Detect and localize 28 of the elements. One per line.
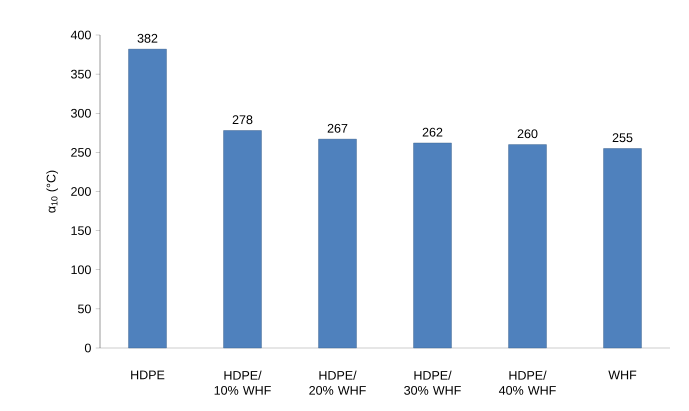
data-label: 262 xyxy=(422,128,442,137)
y-tick-label: 150 xyxy=(71,226,91,236)
bar xyxy=(413,142,452,348)
x-tick-label: HDPE/ 20% WHF xyxy=(309,370,366,395)
y-tick-label: 300 xyxy=(70,108,91,118)
data-label: 278 xyxy=(232,115,252,124)
x-tick-label: HDPE/ 40% WHF xyxy=(498,370,556,395)
bar xyxy=(128,48,167,348)
y-tick-label: 0 xyxy=(84,344,91,352)
data-label: 382 xyxy=(138,34,158,43)
y-tick-label: 350 xyxy=(70,70,91,79)
x-tick-label: HDPE/ 30% WHF xyxy=(404,370,461,395)
y-tick-label: 250 xyxy=(71,148,91,157)
bar xyxy=(223,130,262,348)
data-label: 267 xyxy=(328,124,348,133)
x-tick-label: HDPE/ 10% WHF xyxy=(214,370,271,395)
bar xyxy=(318,138,357,348)
x-tick-label: HDPE xyxy=(131,370,164,380)
data-label: 255 xyxy=(612,133,632,142)
y-tick-label: 200 xyxy=(71,187,91,196)
bar xyxy=(508,144,547,348)
y-tick-label: 100 xyxy=(71,265,91,274)
y-axis-title: α$_{10}$ (°C) xyxy=(46,170,58,213)
x-tick-label: WHF xyxy=(608,370,636,380)
y-tick-label: 400 xyxy=(70,30,91,40)
data-label: 260 xyxy=(518,129,538,138)
bar xyxy=(603,148,642,348)
y-tick-label: 50 xyxy=(78,304,91,314)
